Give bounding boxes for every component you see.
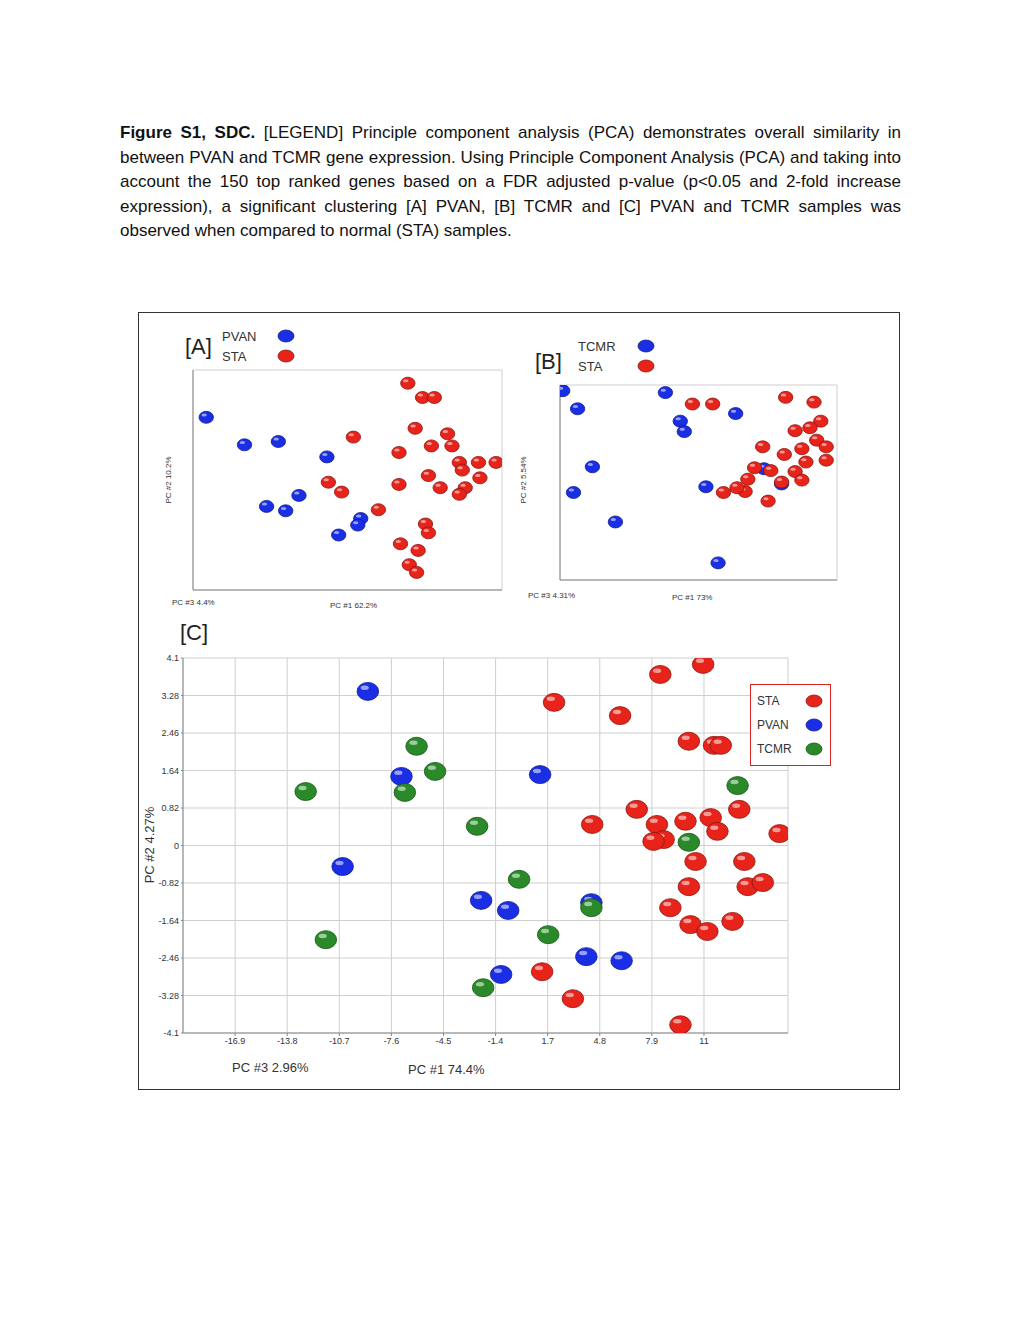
svg-text:-13.8: -13.8: [277, 1036, 298, 1046]
svg-text:-16.9: -16.9: [225, 1036, 246, 1046]
svg-text:-0.82: -0.82: [158, 878, 179, 888]
html-text:PVAN: PVAN: [757, 718, 789, 732]
html-text:TCMR: TCMR: [757, 742, 792, 756]
svg-text:0.82: 0.82: [161, 803, 179, 813]
svg-text:1.64: 1.64: [161, 766, 179, 776]
svg-text:4.8: 4.8: [594, 1036, 607, 1046]
html-text:[C]: [C]: [180, 620, 209, 645]
html-text:PC #3 2.96%: PC #3 2.96%: [232, 1060, 309, 1075]
html-text:PVAN: PVAN: [222, 328, 257, 344]
svg-text:11: 11: [699, 1036, 708, 1046]
html-text:PC #2 10.2%: PC #2 10.2%: [163, 456, 173, 504]
svg-text:-2.46: -2.46: [158, 953, 179, 963]
html-text:TCMR: TCMR: [578, 338, 616, 354]
svg-text:3.28: 3.28: [161, 691, 179, 701]
html-text:PC #2 5.54%: PC #2 5.54%: [518, 456, 528, 504]
html-text:PC #1 74.4%: PC #1 74.4%: [408, 1062, 485, 1077]
html-text:PC #1 73%: PC #1 73%: [672, 593, 713, 602]
html-text:[B]: [B]: [535, 349, 562, 374]
svg-text:-3.28: -3.28: [158, 991, 179, 1001]
svg-text:-10.7: -10.7: [329, 1036, 350, 1046]
html-text:PC #2 4.27%: PC #2 4.27%: [141, 806, 157, 884]
svg-text:2.46: 2.46: [161, 728, 179, 738]
html-text:STA: STA: [222, 348, 247, 364]
html-text:PC #1 62.2%: PC #1 62.2%: [330, 601, 378, 610]
svg-text:7.9: 7.9: [646, 1036, 659, 1046]
svg-text:-4.5: -4.5: [436, 1036, 452, 1046]
svg-text:4.1: 4.1: [166, 653, 179, 663]
html-text:[LEGEND] Principle component a: [LEGEND] Principle component analysis (P…: [120, 123, 901, 240]
svg-text:-1.64: -1.64: [158, 916, 179, 926]
svg-text:-4.1: -4.1: [163, 1028, 179, 1038]
html-text:STA: STA: [578, 358, 603, 374]
html-text:[A]: [A]: [185, 334, 212, 359]
html-text:Figure S1, SDC.: Figure S1, SDC.: [120, 123, 256, 142]
svg-text:-7.6: -7.6: [384, 1036, 400, 1046]
html-text:PC #3 4.4%: PC #3 4.4%: [172, 598, 215, 607]
html-text:STA: STA: [757, 694, 780, 708]
svg-text:1.7: 1.7: [541, 1036, 554, 1046]
svg-text:-1.4: -1.4: [488, 1036, 504, 1046]
svg-text:0: 0: [174, 841, 179, 851]
html-text:PC #3 4.31%: PC #3 4.31%: [528, 591, 576, 600]
